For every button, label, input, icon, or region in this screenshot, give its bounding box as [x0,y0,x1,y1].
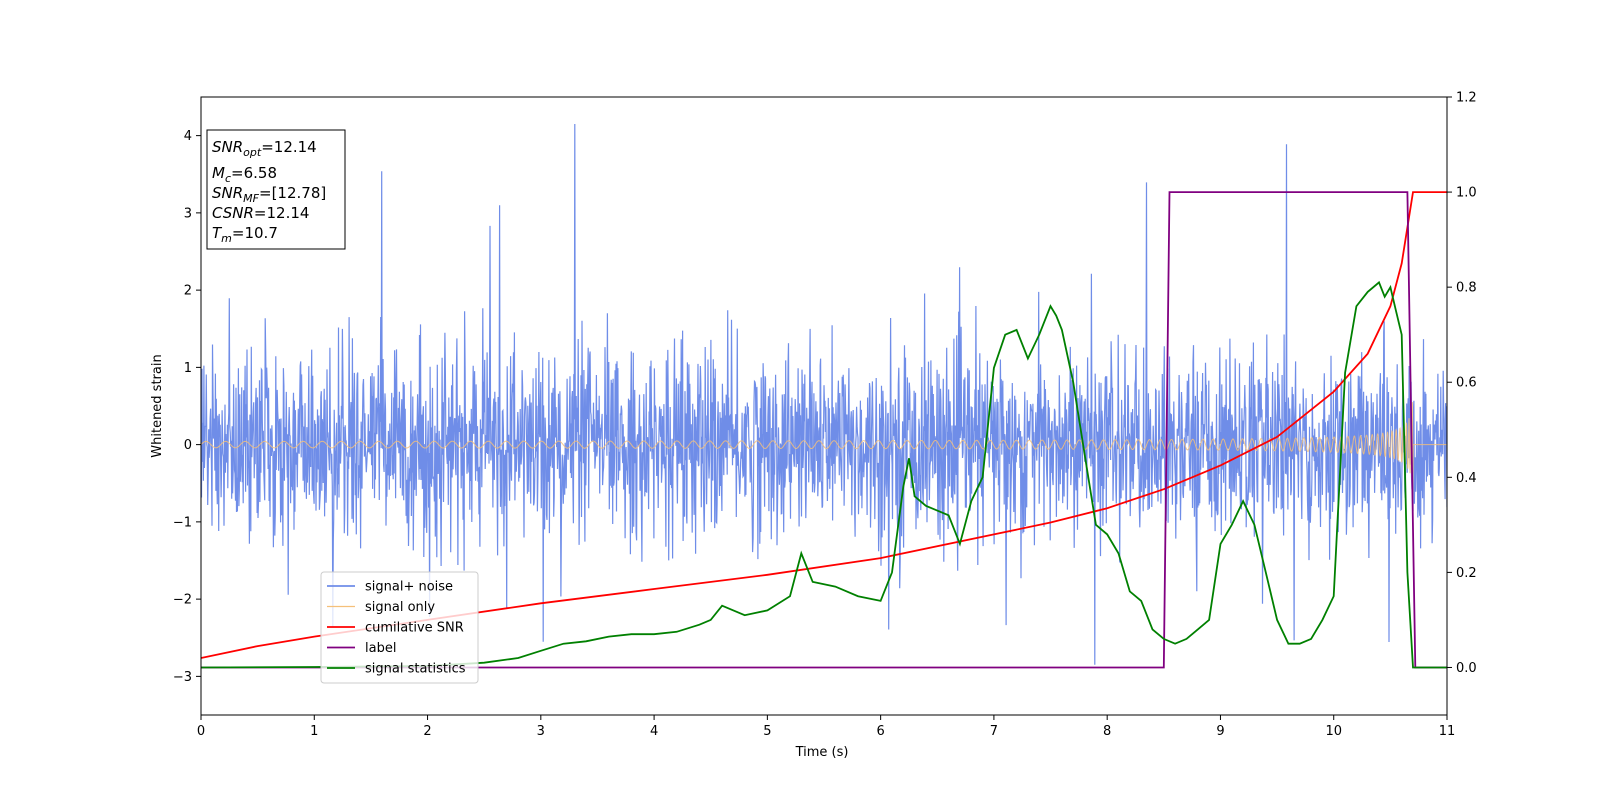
y-left-axis-ticks: −3 −2 −1 0 1 2 3 4 [173,129,201,685]
y-left-tick-label: 2 [184,284,192,299]
y-right-tick-label: 0.0 [1456,661,1477,676]
legend-entry-label: signal statistics [365,662,466,677]
x-tick-label: 5 [763,724,771,739]
info-line-snr-opt: SNRopt=12.14 [212,138,317,159]
y-right-tick-label: 0.4 [1456,471,1477,486]
info-box-frame [206,129,346,250]
y-right-tick-label: 0.6 [1456,376,1477,391]
x-tick-label: 4 [650,724,658,739]
y-left-tick-label: −2 [173,593,192,608]
y-right-tick-label: 0.2 [1456,566,1477,581]
legend-entry-label: label [365,641,396,656]
signal-noise-line [201,123,1447,665]
y-right-tick-label: 0.8 [1456,281,1477,296]
y-left-tick-label: 0 [184,438,192,453]
x-tick-label: 7 [990,724,998,739]
x-tick-label: 9 [1216,724,1224,739]
y-left-tick-label: 1 [184,361,192,376]
y-left-axis-label: Whitened strain [150,354,165,457]
legend-entry-label: cumilative SNR [365,621,464,636]
signal-only-line [201,402,1447,501]
x-tick-label: 0 [197,724,205,739]
info-annotation-box: SNRopt=12.14 Mc=6.58 SNRMF=[12.78] CSNR=… [206,129,346,250]
info-line-snr-mf: SNRMF=[12.78] [212,184,326,205]
info-line-tm: Tm=10.7 [212,224,278,245]
y-right-axis-ticks: 0.0 0.2 0.4 0.6 0.8 1.0 1.2 [1447,91,1477,676]
info-line-csnr: CSNR=12.14 [212,204,309,222]
x-tick-label: 10 [1325,724,1342,739]
x-tick-label: 6 [876,724,884,739]
x-tick-label: 3 [537,724,545,739]
plot-frame [200,96,1448,716]
signal-statistics-line [201,280,1447,669]
x-axis-ticks: 0 1 2 3 4 5 6 7 8 9 10 11 [197,715,1455,739]
x-tick-label: 8 [1103,724,1111,739]
x-tick-label: 1 [310,724,318,739]
y-left-tick-label: −1 [173,515,192,530]
legend-frame [320,571,479,684]
y-right-tick-label: 1.0 [1456,186,1477,201]
legend-entry-label: signal+ noise [365,580,453,595]
x-axis-label: Time (s) [795,745,849,760]
x-tick-label: 2 [423,724,431,739]
y-left-tick-label: −3 [173,670,192,685]
legend-entry-label: signal only [365,600,435,615]
y-left-tick-label: 4 [184,129,192,144]
info-line-mc: Mc=6.58 [212,164,277,185]
y-left-tick-label: 3 [184,206,192,221]
x-tick-label: 11 [1439,724,1456,739]
legend: signal+ noise signal only cumilative SNR la… [320,571,479,684]
y-right-tick-label: 1.2 [1456,91,1477,106]
